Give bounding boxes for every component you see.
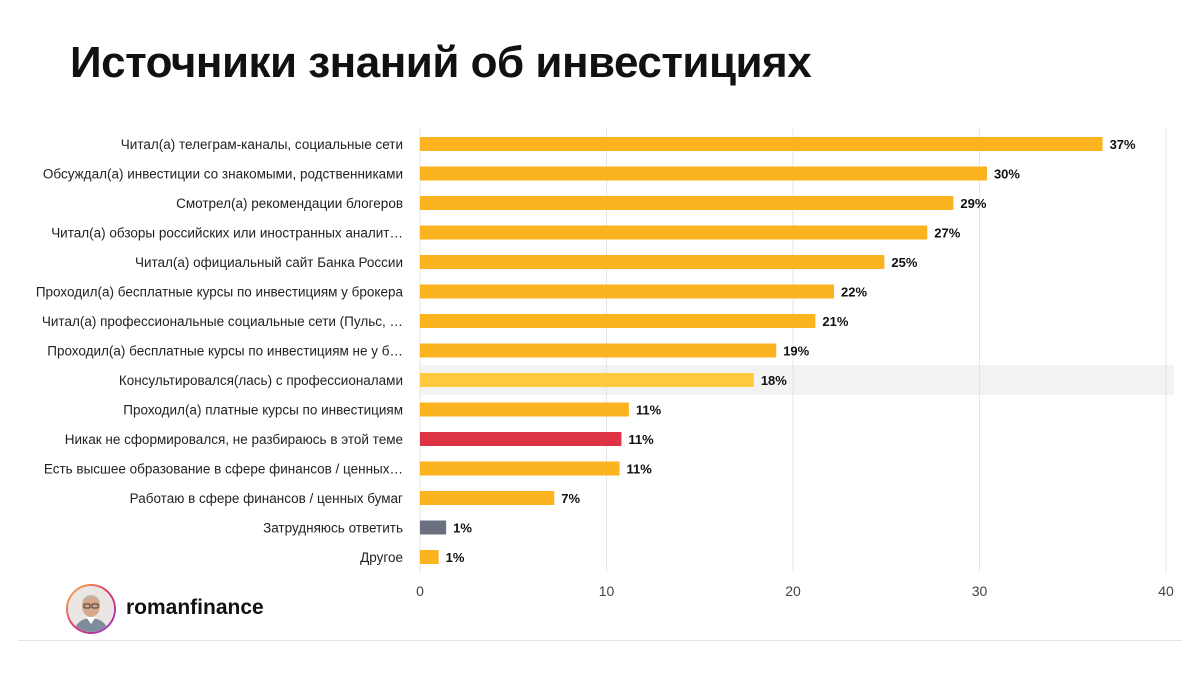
bar	[420, 314, 816, 328]
value-label: 30%	[994, 167, 1020, 182]
footer-divider	[18, 640, 1182, 641]
bar	[420, 196, 954, 210]
value-label: 11%	[627, 462, 653, 477]
avatar	[66, 584, 116, 634]
bar	[420, 166, 987, 181]
avatar-portrait	[68, 586, 114, 632]
chart-title: Источники знаний об инвестициях	[70, 38, 812, 87]
bar	[420, 255, 885, 269]
bar	[420, 402, 629, 417]
category-label: Обсуждал(а) инвестиции со знакомыми, род…	[43, 167, 403, 182]
value-label: 37%	[1110, 137, 1136, 152]
value-label: 7%	[561, 491, 580, 506]
category-label: Проходил(а) бесплатные курсы по инвестиц…	[47, 344, 403, 359]
x-tick-label: 40	[1158, 583, 1174, 599]
x-tick-label: 30	[972, 583, 988, 599]
category-label: Есть высшее образование в сфере финансов…	[44, 462, 403, 477]
brand-name: romanfinance	[126, 596, 264, 619]
category-label: Проходил(а) бесплатные курсы по инвестиц…	[36, 285, 404, 300]
category-label: Читал(а) обзоры российских или иностранн…	[51, 226, 403, 241]
value-label: 22%	[841, 285, 867, 300]
value-label: 1%	[446, 550, 465, 565]
category-label: Проходил(а) платные курсы по инвестициям	[123, 403, 403, 418]
category-label: Читал(а) официальный сайт Банка России	[135, 255, 403, 270]
category-label: Никак не сформировался, не разбираюсь в …	[65, 432, 403, 447]
value-label: 11%	[628, 432, 654, 447]
x-tick-label: 10	[599, 583, 615, 599]
category-label: Затрудняюсь ответить	[263, 521, 403, 536]
bar	[420, 491, 555, 505]
bar	[420, 373, 754, 387]
bar	[420, 432, 622, 446]
value-label: 11%	[636, 403, 662, 418]
value-label: 25%	[891, 255, 917, 270]
category-label: Другое	[360, 550, 403, 565]
value-label: 19%	[783, 344, 809, 359]
value-label: 18%	[761, 373, 787, 388]
value-label: 29%	[960, 196, 986, 211]
category-label: Читал(а) телеграм-каналы, социальные сет…	[121, 137, 403, 152]
bar	[420, 550, 439, 564]
x-tick-label: 0	[416, 583, 424, 599]
category-label: Работаю в сфере финансов / ценных бумаг	[130, 491, 403, 506]
category-label: Консультировался(лась) с профессионалами	[119, 373, 403, 388]
value-label: 27%	[934, 226, 960, 241]
value-label: 21%	[822, 314, 848, 329]
bar	[420, 225, 928, 240]
bar	[420, 461, 620, 476]
category-label: Читал(а) профессиональные социальные сет…	[42, 314, 403, 329]
bar	[420, 284, 835, 299]
category-label: Смотрел(а) рекомендации блогеров	[176, 196, 403, 211]
bar	[420, 137, 1103, 151]
x-tick-label: 20	[785, 583, 801, 599]
bar	[420, 343, 777, 358]
value-label: 1%	[453, 521, 472, 536]
bar	[420, 520, 447, 535]
